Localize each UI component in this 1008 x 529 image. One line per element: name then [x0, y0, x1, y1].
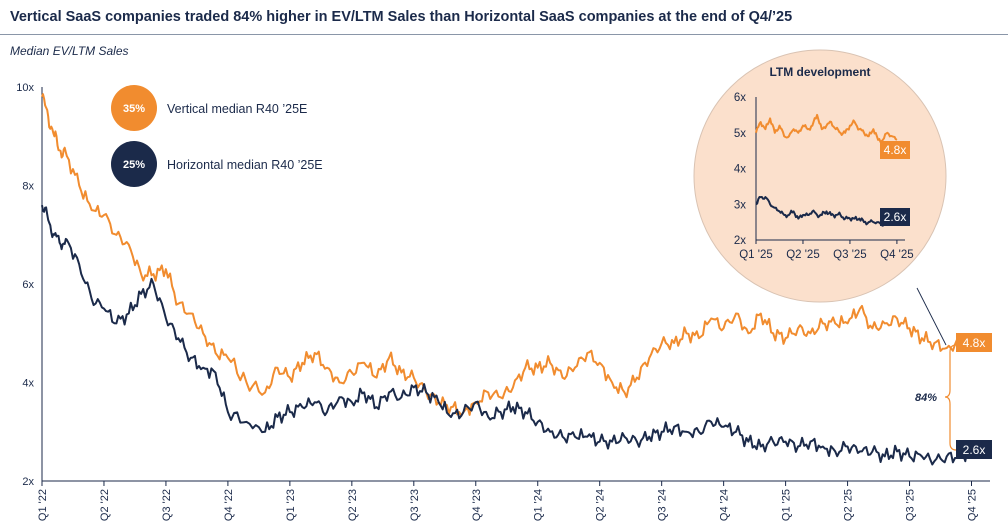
inset-x-tick-label: Q2 '25 — [786, 249, 820, 261]
legend-item-vertical: 35% Vertical median R40 ’25E — [111, 85, 307, 131]
inset-connector-line — [916, 287, 947, 346]
main-y-tick-label: 10x — [16, 82, 34, 94]
main-series — [41, 93, 973, 466]
legend-item-horizontal: 25% Horizontal median R40 ’25E — [111, 141, 323, 187]
main-x-tick-label: Q3 '23 — [409, 489, 421, 521]
inset-title: LTM development — [769, 65, 870, 79]
vertical-legend-label: Vertical median R40 ’25E — [167, 102, 307, 116]
main-x-tick-label: Q1 '25 — [781, 489, 793, 521]
horizontal-end-label-box — [956, 440, 992, 459]
inset-vertical-end-label: 4.8x — [884, 143, 907, 157]
horizontal-legend-label: Horizontal median R40 ’25E — [167, 158, 323, 172]
inset-axes: 2x 3x 4x 5x 6x Q1 '25 Q2 '25 Q3 '25 Q4 '25 — [734, 92, 914, 261]
legend: 35% Vertical median R40 ’25E 25% Horizon… — [111, 85, 323, 187]
main-y-tick-label: 4x — [22, 378, 34, 390]
main-y-tick-label: 8x — [22, 181, 34, 193]
inset-y-tick-label: 5x — [734, 128, 746, 140]
inset-x-tick-label: Q3 '25 — [833, 249, 867, 261]
inset-vertical-end-label-box — [880, 141, 910, 159]
main-x-tick-label: Q2 '23 — [347, 489, 359, 521]
main-x-tick-label: Q1 '23 — [285, 489, 297, 521]
inset-vertical-series-line — [755, 113, 898, 143]
difference-label: 84% — [915, 392, 937, 404]
inset-y-tick-label: 3x — [734, 199, 746, 211]
main-vertical-series-line — [41, 93, 973, 417]
main-x-tick-label: Q3 '25 — [905, 489, 917, 521]
inset-horizontal-end-label-box — [880, 208, 910, 226]
inset-series — [755, 113, 898, 227]
y-axis-title: Median EV/LTM Sales — [10, 44, 129, 58]
main-x-tick-label: Q4 '23 — [471, 489, 483, 521]
main-x-tick-label: Q3 '22 — [161, 489, 173, 521]
main-x-tick-label: Q1 '22 — [37, 489, 49, 521]
inset-horizontal-series-line — [755, 196, 897, 227]
difference-bracket — [944, 344, 957, 451]
main-x-tick-label: Q1 '24 — [533, 489, 545, 521]
main-x-tick-label: Q2 '25 — [843, 489, 855, 521]
vertical-r40-badge-value: 35% — [123, 103, 145, 115]
main-y-tick-label: 2x — [22, 476, 34, 488]
inset-y-tick-label: 6x — [734, 92, 746, 104]
main-x-tick-label: Q4 '24 — [719, 489, 731, 521]
main-x-tick-label: Q4 '25 — [967, 489, 979, 521]
main-x-tick-label: Q2 '24 — [595, 489, 607, 521]
chart-title: Vertical SaaS companies traded 84% highe… — [10, 9, 793, 25]
inset-x-tick-label: Q1 '25 — [739, 249, 773, 261]
inset-x-tick-label: Q4 '25 — [880, 249, 914, 261]
vertical-end-label-box — [956, 333, 992, 352]
vertical-end-label: 4.8x — [963, 336, 986, 350]
inset-horizontal-end-label: 2.6x — [884, 210, 907, 224]
horizontal-r40-badge-value: 25% — [123, 159, 145, 171]
inset-y-tick-label: 4x — [734, 164, 746, 176]
main-x-tick-label: Q4 '22 — [223, 489, 235, 521]
main-horizontal-series-line — [41, 205, 972, 466]
main-x-tick-label: Q2 '22 — [99, 489, 111, 521]
horizontal-end-label: 2.6x — [963, 443, 986, 457]
title-divider — [0, 34, 1008, 35]
horizontal-r40-badge — [111, 141, 157, 187]
main-y-tick-label: 6x — [22, 279, 34, 291]
inset-y-tick-label: 2x — [734, 235, 746, 247]
main-axes: 2x 4x 6x 8x 10x Q1 '22 Q2 '22 Q3 '22 Q4 '22 Q1 '2… — [16, 82, 990, 521]
inset-circle — [693, 49, 947, 303]
main-x-tick-label: Q3 '24 — [657, 489, 669, 521]
vertical-r40-badge — [111, 85, 157, 131]
